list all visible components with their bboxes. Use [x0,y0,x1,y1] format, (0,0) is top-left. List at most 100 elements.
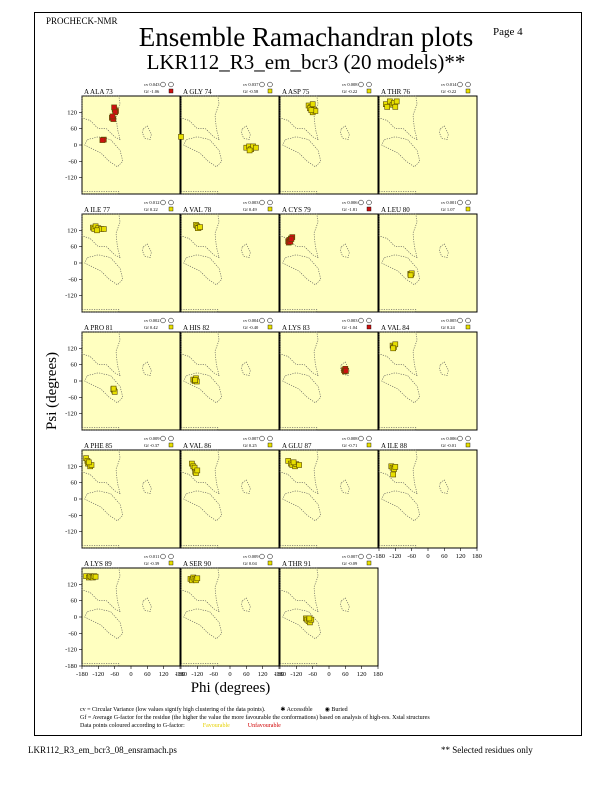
allowed-region-outline [279,95,319,141]
legend: cv = Circular Variance (low values signi… [80,706,430,730]
buried-icon: ◉ [324,707,330,713]
panel-background [81,449,181,549]
y-tick-label: 120 [67,345,77,352]
page-frame [34,12,582,736]
allowed-region-outline [282,254,322,286]
y-tick-label: 120 [67,463,77,470]
residue-label: A SER 90 [183,560,212,568]
cv-value: cv 0.008 [342,82,358,87]
gf-value: Gf 0.22 [144,207,158,212]
allowed-region-outline [180,308,219,313]
accessibility-icon [267,199,273,206]
y-tick-label: 60 [71,598,78,605]
gf-value: Gf -0.39 [144,561,160,566]
y-tick-label: 60 [71,126,78,133]
x-tick-label: 0 [228,671,231,678]
gf-colour-key [366,560,372,566]
gf-value: Gf -1.06 [144,89,160,94]
allowed-region-outline [378,544,417,549]
accessible-icon: ✱ [280,707,286,713]
page-title: Ensemble Ramachandran plots [138,22,474,52]
x-tick-label: 60 [144,671,151,678]
y-tick-label: -60 [68,512,77,519]
allowed-region-outline [340,125,350,140]
gf-value: Gf -0.40 [243,325,259,330]
y-tick-label: -60 [68,630,77,637]
footer-note: ** Selected residues only [441,745,533,755]
panel-background [81,567,181,667]
legend-line-cv: cv = Circular Variance (low values signi… [80,706,430,714]
x-tick-label: 60 [441,553,448,560]
cv-value: cv 0.002 [144,318,160,323]
allowed-region-outline [282,136,322,168]
residue-label: A PHE 85 [84,442,113,450]
accessibility-icon [366,199,372,206]
accessibility-icon [366,553,372,560]
x-tick-label: -60 [407,553,416,560]
allowed-region-outline [279,308,318,313]
gf-colour-key [168,324,174,330]
panel-a-ile-88: A ILE 88 cv 0.006 Gf -0.01 [378,435,478,549]
gf-value: Gf 0.04 [243,561,257,566]
panel-a-thr-91: A THR 91 cv 0.007 Gf -0.09 [279,553,379,667]
gf-colour-key [465,88,471,94]
cv-indicator-icon [457,199,463,206]
allowed-region-outline [180,213,220,259]
allowed-region-outline [381,254,421,286]
allowed-region-outline [180,191,219,195]
panel-background [378,95,478,195]
allowed-region-outline [142,125,152,140]
cv-value: cv 0.008 [342,436,358,441]
y-tick-label: 120 [67,109,77,116]
accessibility-icon [168,435,174,442]
cv-indicator-icon [160,81,166,88]
y-tick-label: -180 [65,663,77,670]
x-tick-label: 180 [472,553,482,560]
data-point [192,377,198,384]
accessibility-icon [267,317,273,324]
y-tick-label: 60 [71,480,78,487]
allowed-region-outline [81,331,121,377]
gf-value: Gf -0.22 [342,89,357,94]
legend-unfavourable: Unfavourable [247,723,281,729]
allowed-region-outline [381,136,421,168]
allowed-region-outline [241,243,251,258]
panel-a-ala-73: A ALA 73 cv 0.043 Gf -1.06 [81,81,181,195]
legend-line-colour: Data points coloured according to G-fact… [80,722,430,730]
allowed-region-outline [378,213,418,259]
panel-background [180,567,280,667]
x-tick-label: 180 [373,671,383,678]
data-point [253,144,259,151]
allowed-region-outline [81,308,120,313]
gf-value: Gf -0.22 [441,89,456,94]
y-tick-label: 120 [67,227,77,234]
accessibility-icon [465,317,471,324]
allowed-region-outline [279,544,318,549]
y-tick-label: -60 [68,394,77,401]
panel-a-ser-90: A SER 90 cv 0.009 Gf 0.04 [180,553,280,667]
gf-value: Gf -0.58 [243,89,259,94]
cv-value: cv 0.007 [342,554,358,559]
footer-filename: LKR112_R3_em_bcr3_08_ensramach.ps [28,745,177,755]
residue-label: A ALA 73 [84,88,113,96]
data-point [86,459,92,466]
panel-a-val-84: A VAL 84 cv 0.005 Gf 0.24 [378,317,478,431]
x-tick-label: -120 [92,671,104,678]
gf-colour-key [168,206,174,212]
x-tick-label: 180 [175,671,185,678]
panel-background [81,95,181,195]
cv-value: cv 0.003 [342,318,358,323]
x-tick-label: 120 [357,671,367,678]
cv-value: cv 0.003 [243,200,259,205]
cv-value: cv 0.007 [243,436,259,441]
allowed-region-outline [439,479,449,494]
accessibility-icon [366,435,372,442]
allowed-region-outline [282,372,322,404]
cv-value: cv 0.009 [243,554,259,559]
allowed-region-outline [378,426,417,431]
allowed-region-outline [378,449,418,495]
allowed-region-outline [142,597,152,612]
x-tick-label: 0 [129,671,132,678]
legend-cv-text: cv = Circular Variance (low values signi… [80,707,266,713]
